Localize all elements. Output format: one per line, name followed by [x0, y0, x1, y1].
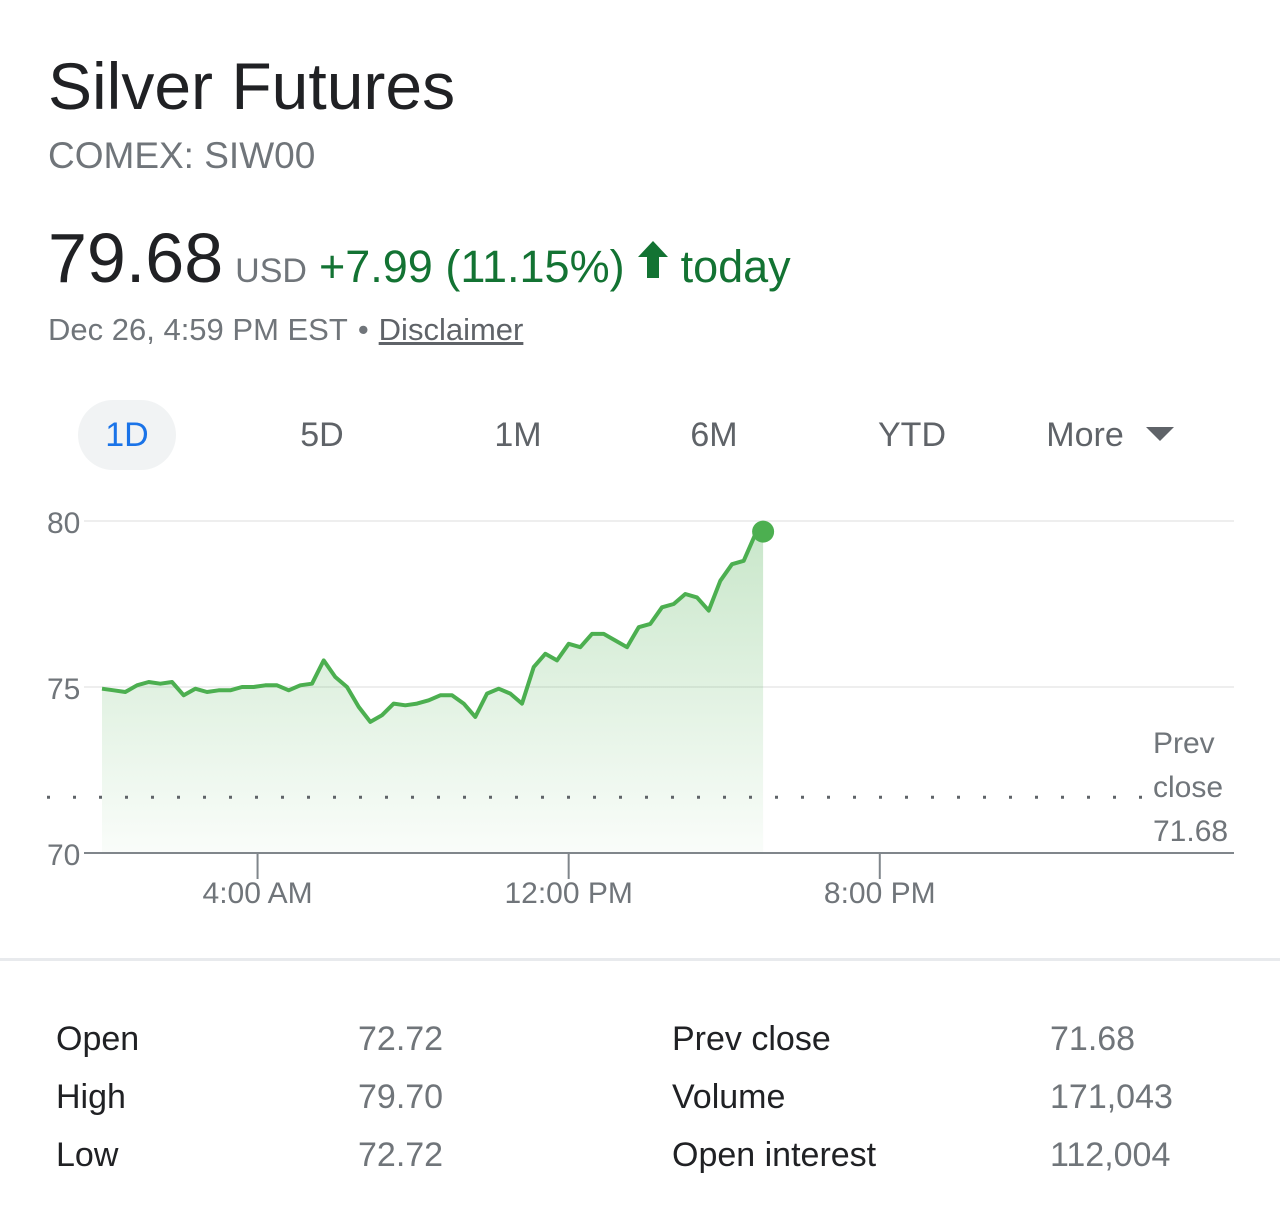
currency-label: USD: [235, 252, 307, 290]
ticker-symbol: COMEX: SIW00: [48, 135, 316, 176]
stat-value-high: 79.70: [358, 1078, 444, 1116]
separator: •: [357, 312, 369, 347]
disclaimer-link[interactable]: Disclaimer: [378, 312, 524, 347]
stat-value-low: 72.72: [358, 1136, 444, 1174]
stat-value-open-interest: 112,004: [1050, 1136, 1171, 1174]
tab-more[interactable]: More: [1030, 400, 1190, 470]
stat-label-prev-close: Prev close: [672, 1020, 831, 1058]
price-row: 79.68 USD +7.99 (11.15%) today: [48, 218, 791, 298]
section-divider: [0, 958, 1280, 961]
change-period: today: [680, 241, 791, 292]
stat-row: Open 72.72 Prev close 71.68: [0, 1010, 1280, 1068]
stat-value-prev-close: 71.68: [1050, 1020, 1136, 1058]
tab-1d[interactable]: 1D: [78, 400, 176, 470]
price-line: [101, 529, 764, 724]
stat-value-open: 72.72: [358, 1020, 444, 1058]
timestamp-row: Dec 26, 4:59 PM EST • Disclaimer: [48, 310, 523, 350]
stat-label-open-interest: Open interest: [672, 1136, 877, 1174]
tab-ytd[interactable]: YTD: [878, 416, 946, 454]
stat-label-high: High: [56, 1078, 126, 1116]
prev-close-label: Prev: [1153, 727, 1215, 760]
price-area: [102, 531, 764, 853]
tab-1m[interactable]: 1M: [494, 416, 542, 454]
prev-close-value: 71.68: [1153, 815, 1228, 848]
x-tick-label: 4:00 AM: [203, 877, 313, 910]
arrow-up-icon: [635, 238, 671, 282]
y-tick-label: 75: [47, 673, 80, 706]
tab-6m[interactable]: 6M: [690, 416, 738, 454]
y-tick-label: 70: [47, 839, 80, 872]
stat-row: Low 72.72 Open interest 112,004: [0, 1126, 1280, 1184]
x-tick-label: 12:00 PM: [504, 877, 632, 910]
price-change: +7.99 (11.15%): [318, 241, 625, 292]
stat-label-volume: Volume: [672, 1078, 786, 1116]
stat-label-low: Low: [56, 1136, 119, 1174]
price-chart: 80 75 70 Prev close 71.68 4:00 AM 12:00 PM 8:00 …: [47, 507, 1234, 910]
stat-value-volume: 171,043: [1050, 1078, 1173, 1116]
last-price-dot: [752, 520, 775, 543]
current-price: 79.68: [48, 219, 224, 297]
timestamp: Dec 26, 4:59 PM EST: [48, 312, 348, 347]
tab-5d[interactable]: 5D: [300, 416, 344, 454]
x-tick-label: 8:00 PM: [824, 877, 936, 910]
stat-row: High 79.70 Volume 171,043: [0, 1068, 1280, 1126]
y-tick-label: 80: [47, 507, 80, 540]
caret-down-icon: [1145, 427, 1174, 442]
range-tabs: 1D 5D 1M 6M YTD More: [0, 400, 1280, 470]
page-title: Silver Futures: [48, 49, 456, 123]
stat-label-open: Open: [56, 1020, 140, 1058]
prev-close-label: close: [1153, 771, 1223, 804]
